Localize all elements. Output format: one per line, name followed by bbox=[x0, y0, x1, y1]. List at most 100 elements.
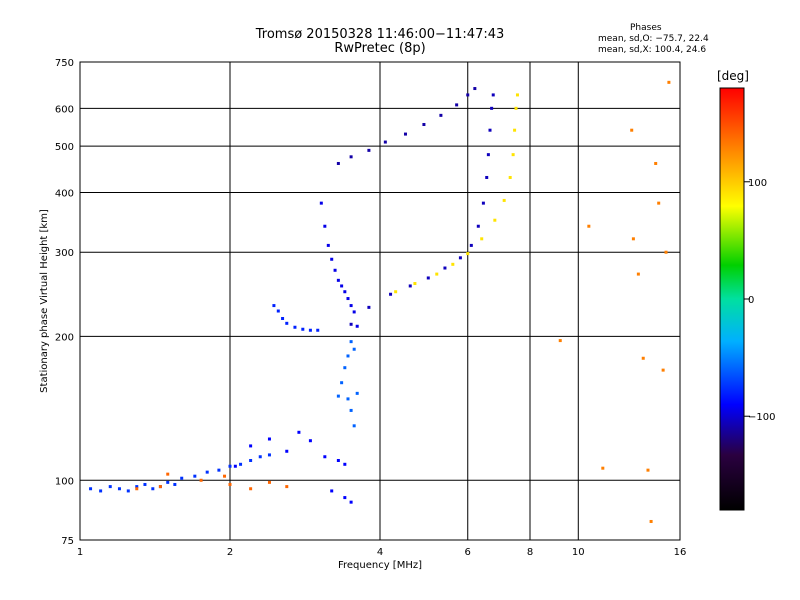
data-point bbox=[308, 439, 312, 443]
data-point bbox=[408, 284, 412, 288]
data-point bbox=[631, 237, 635, 241]
data-point bbox=[481, 201, 485, 205]
data-point bbox=[394, 290, 398, 294]
data-point bbox=[480, 237, 484, 241]
data-point bbox=[439, 113, 443, 117]
data-point bbox=[485, 175, 489, 179]
data-point bbox=[158, 485, 162, 489]
y-tick-label: 200 bbox=[55, 332, 74, 343]
phase-stats-o: mean, sd,O: −75.7, 22.4 bbox=[598, 34, 709, 44]
data-point bbox=[316, 328, 320, 332]
data-point bbox=[336, 458, 340, 462]
colorbar bbox=[719, 87, 745, 511]
data-point bbox=[349, 304, 353, 308]
data-point bbox=[491, 93, 495, 97]
data-point bbox=[343, 496, 347, 500]
data-point bbox=[319, 201, 323, 205]
y-tick-label: 400 bbox=[55, 188, 74, 199]
data-point bbox=[490, 106, 494, 110]
chart-subtitle: RwPretec (8p) bbox=[334, 41, 426, 56]
y-tick-label: 600 bbox=[55, 104, 74, 115]
data-point bbox=[466, 93, 470, 97]
colorbar-tick-label: 0 bbox=[748, 295, 754, 306]
data-point bbox=[352, 310, 356, 314]
data-point bbox=[661, 368, 665, 372]
data-point bbox=[473, 87, 477, 91]
data-point bbox=[336, 394, 340, 398]
data-point bbox=[493, 218, 497, 222]
data-point bbox=[355, 391, 359, 395]
data-point bbox=[333, 268, 337, 272]
data-point bbox=[422, 123, 426, 127]
data-point bbox=[135, 487, 139, 491]
x-tick-label: 16 bbox=[674, 547, 687, 558]
data-point bbox=[514, 106, 518, 110]
data-point bbox=[340, 381, 344, 385]
data-point bbox=[285, 449, 289, 453]
y-tick-label: 75 bbox=[61, 536, 74, 547]
data-point bbox=[239, 462, 243, 466]
data-point bbox=[346, 297, 350, 301]
data-point bbox=[330, 489, 334, 493]
data-point bbox=[89, 487, 93, 491]
data-point bbox=[515, 93, 519, 97]
data-point bbox=[99, 489, 103, 493]
data-point bbox=[587, 224, 591, 228]
data-point bbox=[249, 444, 253, 448]
data-point bbox=[646, 468, 650, 472]
data-point bbox=[455, 103, 459, 107]
data-point bbox=[367, 148, 371, 152]
data-point bbox=[326, 243, 330, 247]
data-point bbox=[601, 466, 605, 470]
data-point bbox=[355, 324, 359, 328]
data-point bbox=[108, 485, 112, 489]
data-point bbox=[308, 328, 312, 332]
data-point bbox=[413, 282, 417, 286]
colorbar-tick-label: 100 bbox=[748, 178, 767, 189]
data-point bbox=[511, 153, 515, 157]
data-point bbox=[343, 462, 347, 466]
data-point bbox=[349, 408, 353, 412]
data-point bbox=[443, 266, 447, 270]
data-point bbox=[469, 243, 473, 247]
data-point bbox=[217, 468, 221, 472]
colorbar-label: [deg] bbox=[717, 69, 749, 83]
data-point bbox=[349, 340, 353, 344]
data-point bbox=[641, 356, 645, 360]
data-point bbox=[267, 437, 271, 441]
data-point bbox=[267, 453, 271, 457]
data-point bbox=[166, 472, 170, 476]
y-tick-label: 750 bbox=[55, 58, 74, 69]
data-point bbox=[151, 487, 155, 491]
data-point bbox=[343, 366, 347, 370]
data-point bbox=[223, 474, 227, 478]
data-point bbox=[349, 322, 353, 326]
data-point bbox=[636, 272, 640, 276]
data-point bbox=[346, 397, 350, 401]
data-point bbox=[272, 304, 276, 308]
data-point bbox=[193, 474, 197, 478]
y-axis-label: Stationary phase Virtual Height [km] bbox=[39, 209, 50, 393]
data-point bbox=[667, 80, 671, 84]
data-point bbox=[135, 485, 139, 489]
data-point bbox=[330, 257, 334, 261]
data-point bbox=[383, 140, 387, 144]
phase-stats-heading: Phases bbox=[630, 23, 662, 33]
data-point bbox=[502, 198, 506, 202]
data-point bbox=[285, 321, 289, 325]
data-point bbox=[476, 224, 480, 228]
y-tick-label: 300 bbox=[55, 248, 74, 259]
data-point bbox=[486, 153, 490, 157]
data-point bbox=[301, 327, 305, 331]
x-tick-label: 10 bbox=[572, 547, 585, 558]
data-point bbox=[458, 256, 462, 260]
data-point bbox=[126, 489, 130, 493]
data-point bbox=[426, 276, 430, 280]
x-tick-label: 8 bbox=[527, 547, 533, 558]
data-point bbox=[249, 458, 253, 462]
data-point bbox=[258, 455, 262, 459]
phase-stats-x: mean, sd,X: 100.4, 24.6 bbox=[598, 45, 707, 55]
y-tick-label: 500 bbox=[55, 142, 74, 153]
data-point bbox=[349, 500, 353, 504]
